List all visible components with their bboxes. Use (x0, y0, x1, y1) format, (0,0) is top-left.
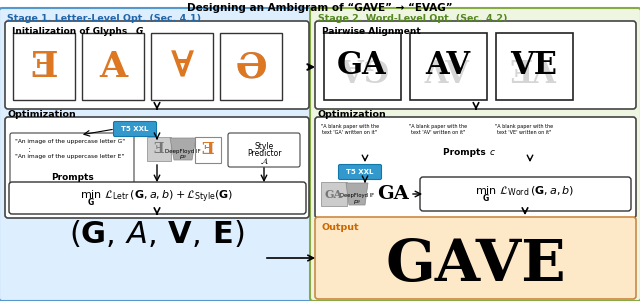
Text: $\min_\mathbf{G}\ \mathcal{L}_{\mathrm{Letr}}(\mathbf{G}, a, b) + \mathcal{L}_{\: $\min_\mathbf{G}\ \mathcal{L}_{\mathrm{L… (81, 188, 234, 208)
Text: AV: AV (426, 51, 470, 82)
Text: $p_\theta$: $p_\theta$ (179, 153, 188, 161)
FancyBboxPatch shape (147, 137, 171, 161)
FancyBboxPatch shape (496, 33, 573, 100)
Text: Style: Style (254, 142, 274, 151)
Text: "A blank paper with the
text 'AV' written on it": "A blank paper with the text 'AV' writte… (409, 124, 467, 135)
Text: GA: GA (325, 188, 343, 200)
Text: GA: GA (337, 51, 387, 82)
Text: Ǝ: Ǝ (154, 142, 164, 156)
Text: Stage 2. Word-Level Opt. (Sec. 4.2): Stage 2. Word-Level Opt. (Sec. 4.2) (318, 14, 508, 23)
Text: "A blank paper with the
text 'GA' written on it": "A blank paper with the text 'GA' writte… (321, 124, 379, 135)
Text: VE: VE (511, 51, 557, 82)
Text: "A blank paper with the
text 'VE' written on it": "A blank paper with the text 'VE' writte… (495, 124, 553, 135)
Text: Output: Output (322, 223, 360, 232)
Text: "An image of the uppercase letter E": "An image of the uppercase letter E" (15, 154, 124, 159)
Text: Initialization of Glyphs: Initialization of Glyphs (12, 27, 131, 36)
FancyBboxPatch shape (13, 33, 75, 100)
FancyBboxPatch shape (195, 137, 221, 163)
Text: $\mathcal{A}$: $\mathcal{A}$ (260, 157, 268, 166)
Text: $(\mathbf{G},\, A,\, \mathbf{V},\, \mathbf{E})$: $(\mathbf{G},\, A,\, \mathbf{V},\, \math… (69, 219, 244, 250)
Text: "An image of the uppercase letter G": "An image of the uppercase letter G" (15, 139, 125, 144)
FancyBboxPatch shape (5, 21, 309, 109)
FancyBboxPatch shape (82, 33, 144, 100)
Text: Predictor: Predictor (247, 149, 281, 158)
Text: DeepFloyd IF: DeepFloyd IF (165, 150, 201, 154)
FancyBboxPatch shape (228, 133, 300, 167)
Text: AV: AV (426, 51, 470, 82)
Text: Prompts: Prompts (443, 148, 489, 157)
Text: Optimization: Optimization (8, 110, 77, 119)
Text: Stage 1. Letter-Level Opt. (Sec. 4.1): Stage 1. Letter-Level Opt. (Sec. 4.1) (7, 14, 201, 23)
FancyBboxPatch shape (220, 33, 282, 100)
Text: A: A (99, 50, 127, 84)
FancyBboxPatch shape (315, 21, 636, 109)
FancyBboxPatch shape (324, 33, 401, 100)
FancyBboxPatch shape (5, 117, 309, 218)
Text: Ǝ: Ǝ (30, 50, 58, 84)
FancyBboxPatch shape (151, 33, 213, 100)
Text: :: : (15, 147, 31, 153)
FancyBboxPatch shape (321, 182, 347, 206)
Text: T5 XXL: T5 XXL (346, 169, 374, 175)
Text: Optimization: Optimization (318, 110, 387, 119)
Text: c: c (490, 148, 495, 157)
Text: T5 XXL: T5 XXL (122, 126, 148, 132)
FancyBboxPatch shape (10, 133, 134, 185)
Polygon shape (346, 183, 368, 205)
FancyBboxPatch shape (315, 217, 636, 299)
Text: Prompts: Prompts (51, 173, 93, 182)
Text: Ǝ: Ǝ (202, 141, 214, 159)
Text: Ǝ: Ǝ (30, 50, 58, 84)
FancyBboxPatch shape (420, 177, 631, 211)
FancyBboxPatch shape (410, 33, 487, 100)
Text: Ǝ: Ǝ (202, 141, 214, 159)
FancyBboxPatch shape (0, 8, 313, 301)
Polygon shape (170, 138, 196, 160)
Text: Ə: Ə (236, 50, 267, 84)
Text: DeepFloyd IF: DeepFloyd IF (340, 194, 374, 198)
FancyBboxPatch shape (9, 182, 306, 214)
Text: Ə: Ə (236, 50, 267, 84)
Text: ∀: ∀ (170, 50, 193, 84)
Text: GAVE: GAVE (386, 237, 566, 293)
Text: Pairwise Alignment: Pairwise Alignment (322, 27, 420, 36)
Text: GA: GA (337, 51, 387, 82)
Text: G: G (136, 27, 143, 36)
FancyBboxPatch shape (113, 122, 157, 136)
FancyBboxPatch shape (310, 8, 640, 301)
Text: $p_\theta$: $p_\theta$ (353, 198, 362, 206)
Text: $\min_\mathbf{G}\ \mathcal{L}_{\mathrm{Word}}(\mathbf{G}, a, b)$: $\min_\mathbf{G}\ \mathcal{L}_{\mathrm{W… (476, 184, 575, 204)
Text: Designing an Ambigram of “GAVE” → “EVAG”: Designing an Ambigram of “GAVE” → “EVAG” (187, 3, 453, 13)
FancyBboxPatch shape (315, 117, 636, 218)
FancyBboxPatch shape (339, 165, 381, 179)
Text: GA: GA (377, 185, 409, 203)
Text: VE: VE (511, 51, 557, 82)
